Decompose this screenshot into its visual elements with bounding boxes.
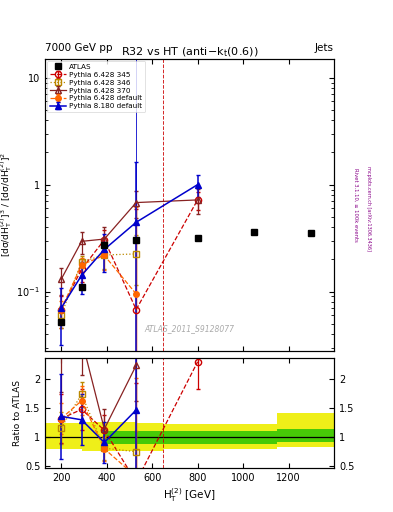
ATLAS (134, 237, 138, 243)
Y-axis label: Ratio to ATLAS: Ratio to ATLAS (13, 380, 22, 446)
X-axis label: $\mathregular{H_T^{(2)}}$ [GeV]: $\mathregular{H_T^{(2)}}$ [GeV] (163, 486, 216, 504)
ATLAS (309, 230, 314, 236)
Text: ATLAS_2011_S9128077: ATLAS_2011_S9128077 (145, 324, 235, 333)
ATLAS (59, 319, 64, 325)
Title: R32 vs HT $\mathregular{(anti\!-\!k_t(0.6))}$: R32 vs HT $\mathregular{(anti\!-\!k_t(0.… (121, 45, 258, 58)
Text: 7000 GeV pp: 7000 GeV pp (45, 42, 113, 53)
ATLAS (102, 242, 107, 248)
ATLAS (79, 284, 84, 290)
ATLAS (252, 229, 257, 235)
Line: ATLAS: ATLAS (58, 229, 314, 325)
Text: mcplots.cern.ch [arXiv:1306.3436]: mcplots.cern.ch [arXiv:1306.3436] (366, 166, 371, 251)
Text: Jets: Jets (315, 42, 334, 53)
Y-axis label: $\mathregular{[d\sigma/dH_T^{(2)}]^3~/~[d\sigma/dH_T^{(2)}]^2}$: $\mathregular{[d\sigma/dH_T^{(2)}]^3~/~[… (0, 152, 14, 258)
Legend: ATLAS, Pythia 6.428 345, Pythia 6.428 346, Pythia 6.428 370, Pythia 6.428 defaul: ATLAS, Pythia 6.428 345, Pythia 6.428 34… (48, 61, 145, 112)
ATLAS (195, 235, 200, 241)
Text: Rivet 3.1.10, ≥ 100k events: Rivet 3.1.10, ≥ 100k events (353, 168, 358, 242)
